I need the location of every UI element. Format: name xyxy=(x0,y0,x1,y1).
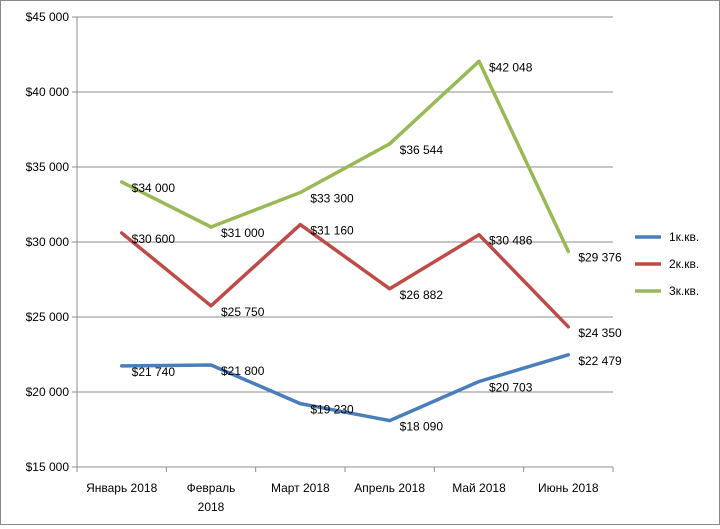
x-tick-label: Март 2018 xyxy=(271,481,330,495)
data-label: $34 000 xyxy=(132,181,176,195)
legend-label: 1к.кв. xyxy=(669,230,699,244)
data-label: $24 350 xyxy=(578,326,622,340)
series-line xyxy=(119,222,571,329)
data-label: $30 486 xyxy=(489,234,533,248)
y-tick-label: $20 000 xyxy=(26,385,70,399)
series-line xyxy=(119,353,571,423)
y-tick-label: $30 000 xyxy=(26,235,70,249)
data-label: $33 300 xyxy=(310,192,354,206)
data-label: $30 600 xyxy=(132,232,176,246)
data-label: $36 544 xyxy=(400,143,444,157)
data-label: $31 000 xyxy=(221,226,265,240)
data-label: $42 048 xyxy=(489,60,533,74)
x-tick-label: Февраль xyxy=(187,481,236,495)
x-tick-label: Май 2018 xyxy=(452,481,506,495)
data-label: $21 740 xyxy=(132,365,176,379)
legend-label: 3к.кв. xyxy=(669,284,699,298)
x-tick-label: 2018 xyxy=(198,500,225,514)
x-tick-label: Апрель 2018 xyxy=(354,481,425,495)
axes: $15 000 $20 000 $25 000 $30 000 $35 000 $40 0… xyxy=(26,10,614,514)
series-line xyxy=(119,59,571,254)
y-tick-label: $15 000 xyxy=(26,460,70,474)
legend: 1к.кв. 2к.кв. 3к.кв. xyxy=(635,230,699,298)
series-lines xyxy=(119,59,571,423)
data-label: $18 090 xyxy=(400,420,444,434)
x-tick-label: Июнь 2018 xyxy=(538,481,599,495)
y-tick-label: $25 000 xyxy=(26,310,70,324)
legend-label: 2к.кв. xyxy=(669,257,699,271)
data-labels: $21 740 $21 800 $19 230 $18 090 $20 703 $22 4… xyxy=(132,60,622,433)
data-label: $26 882 xyxy=(400,288,444,302)
y-tick-label: $40 000 xyxy=(26,85,70,99)
data-label: $20 703 xyxy=(489,380,533,394)
y-tick-label: $35 000 xyxy=(26,160,70,174)
data-label: $21 800 xyxy=(221,364,265,378)
data-label: $25 750 xyxy=(221,305,265,319)
x-tick-label: Январь 2018 xyxy=(86,481,157,495)
data-label: $31 160 xyxy=(310,224,354,238)
data-label: $22 479 xyxy=(578,354,622,368)
data-label: $29 376 xyxy=(578,250,622,264)
y-tick-label: $45 000 xyxy=(26,10,70,24)
data-label: $19 230 xyxy=(310,403,354,417)
